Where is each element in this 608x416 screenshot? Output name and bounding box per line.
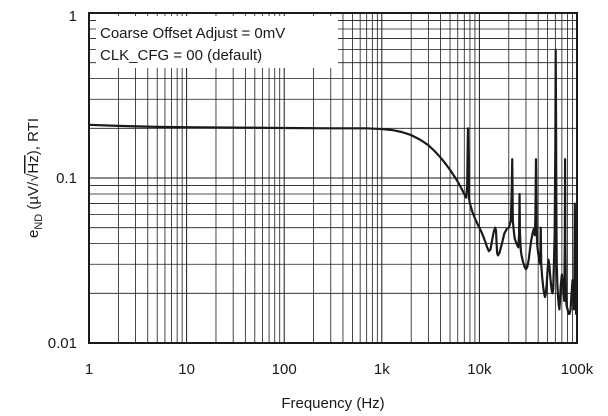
y-tick-label: 1 [69, 8, 77, 25]
x-tick-label: 10k [467, 361, 492, 378]
y-tick-labels: 0.01 0.1 1 [48, 8, 77, 352]
svg-text:eND (µV/√Hz), RTI: eND (µV/√Hz), RTI [25, 118, 45, 238]
legend: Coarse Offset Adjust = 0mV CLK_CFG = 00 … [96, 16, 338, 68]
y-axis-title-prefix: e [25, 230, 42, 238]
legend-entry-clk-cfg: CLK_CFG = 00 (default) [100, 47, 262, 64]
y-tick-label: 0.01 [48, 335, 77, 352]
x-tick-label: 10 [178, 361, 195, 378]
y-axis-title-subscript: ND [33, 214, 45, 230]
x-tick-label: 100k [561, 361, 594, 378]
series-layer [88, 48, 579, 316]
y-axis-title-open: (µV/√ [25, 173, 42, 214]
y-tick-label: 0.1 [56, 170, 77, 187]
legend-entry-offset: Coarse Offset Adjust = 0mV [100, 25, 285, 42]
y-axis-title-radicand: Hz [25, 155, 42, 173]
legend-box [96, 16, 338, 68]
plot-frame [88, 12, 578, 344]
x-tick-label: 1 [85, 361, 93, 378]
series-line-0 [88, 48, 579, 316]
x-tick-label: 1k [374, 361, 390, 378]
x-tick-label: 100 [272, 361, 297, 378]
y-axis-title-close: ), RTI [25, 118, 42, 155]
x-tick-labels: 1 10 100 1k 10k 100k [85, 361, 594, 378]
x-axis-title: Frequency (Hz) [281, 395, 384, 412]
y-axis-title: eND (µV/√Hz), RTI [25, 118, 45, 238]
